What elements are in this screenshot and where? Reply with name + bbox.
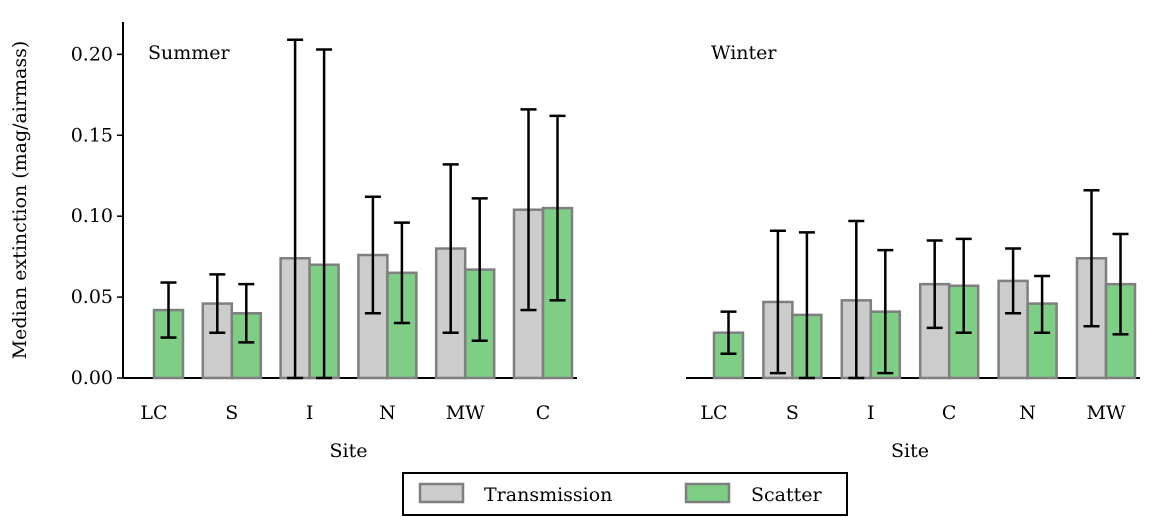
scatter-errorbar-mw — [471, 197, 488, 343]
y-tick-label: 0.15 — [71, 124, 113, 146]
transmission-errorbar-i — [287, 38, 304, 380]
scatter-errorbar-c — [955, 237, 972, 334]
x-tick-label: I — [306, 402, 314, 424]
scatter-errorbar-lc — [720, 310, 737, 355]
x-tick-label: S — [225, 402, 238, 424]
x-tick-label: LC — [700, 402, 727, 424]
transmission-errorbar-s — [769, 229, 786, 375]
legend-label-scatter: Scatter — [751, 484, 822, 506]
panel-summer: 0.00 0.05 0.10 0.15 0.20 Median extinction (m… — [9, 22, 577, 462]
x-tick-label: C — [536, 402, 551, 424]
scatter-errorbar-n — [393, 221, 410, 325]
panel-title: Winter — [711, 42, 777, 64]
legend-swatch-scatter — [684, 482, 731, 504]
x-axis-label: Site — [330, 440, 368, 462]
transmission-errorbar-n — [1005, 247, 1022, 315]
scatter-errorbar-s — [798, 231, 815, 380]
x-tick-label: MW — [1087, 402, 1126, 424]
panel-title: Summer — [148, 42, 231, 64]
transmission-errorbar-c — [520, 108, 537, 312]
legend: Transmission Scatter — [402, 472, 848, 516]
transmission-errorbar-mw — [442, 163, 459, 334]
legend-frame — [402, 472, 848, 516]
transmission-errorbar-mw — [1083, 189, 1100, 328]
x-axis-label: Site — [891, 440, 929, 462]
scatter-errorbar-i — [316, 48, 333, 380]
x-tick-label: I — [867, 402, 875, 424]
panel-winter: Winter LC S I C N MW Site — [686, 42, 1140, 462]
x-tick-label: N — [379, 402, 396, 424]
scatter-errorbar-c — [549, 114, 566, 302]
transmission-errorbar-s — [209, 273, 226, 334]
legend-swatch-transmission — [418, 482, 465, 504]
y-tick-label: 0.05 — [71, 286, 113, 308]
x-tick-label: LC — [140, 402, 167, 424]
scatter-errorbar-s — [238, 282, 255, 344]
transmission-errorbar-c — [926, 239, 943, 330]
transmission-errorbar-i — [848, 219, 865, 380]
scatter-errorbar-mw — [1112, 232, 1129, 336]
legend-label-transmission: Transmission — [484, 484, 612, 506]
x-tick-label: C — [942, 402, 957, 424]
transmission-errorbar-n — [364, 195, 381, 315]
scatter-errorbar-i — [877, 248, 894, 375]
y-tick-label: 0.00 — [71, 367, 113, 389]
scatter-errorbar-lc — [160, 281, 177, 339]
x-tick-label: N — [1019, 402, 1036, 424]
scatter-errorbar-n — [1034, 274, 1051, 334]
x-tick-label: S — [786, 402, 799, 424]
y-axis-label: Median extinction (mag/airmass) — [9, 41, 31, 360]
y-tick-label: 0.20 — [71, 43, 113, 65]
y-tick-label: 0.10 — [71, 205, 113, 227]
x-tick-label: MW — [446, 402, 485, 424]
